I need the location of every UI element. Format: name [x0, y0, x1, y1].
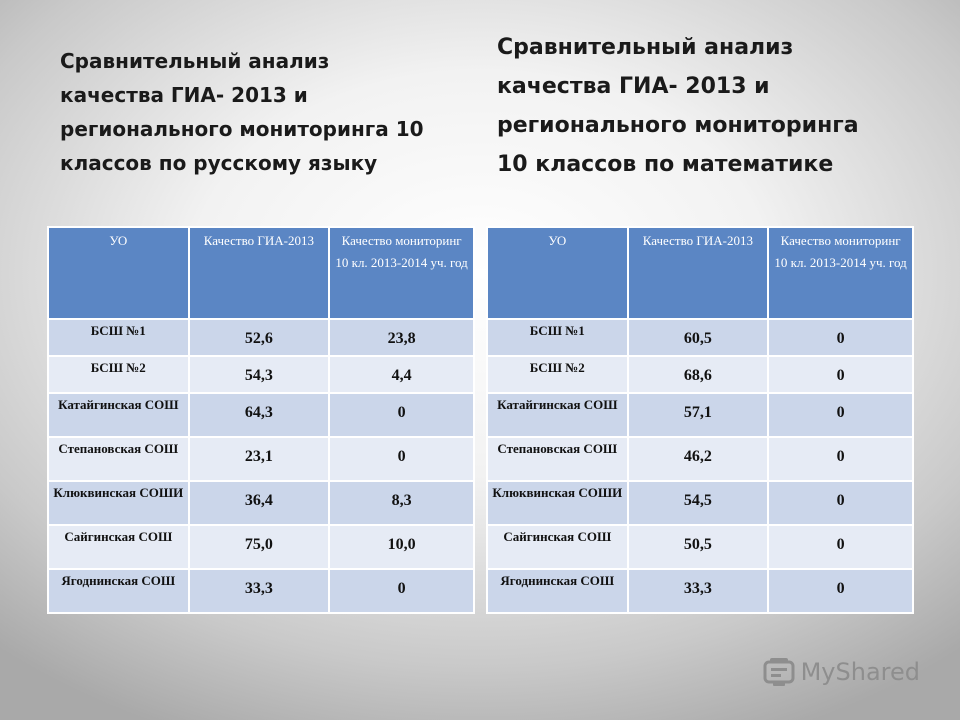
- table-row: Клюквинская СОШИ 36,4 8,3: [49, 482, 473, 524]
- table-mathematics: УО Качество ГИА-2013 Качество мониторинг…: [486, 226, 914, 614]
- school-name: Сайгинская СОШ: [49, 526, 188, 568]
- monitoring-value: 0: [330, 394, 473, 436]
- table-row: Катайгинская СОШ 57,1 0: [488, 394, 912, 436]
- table-row: Клюквинская СОШИ 54,5 0: [488, 482, 912, 524]
- gia-value: 46,2: [628, 438, 768, 480]
- monitoring-value: 4,4: [330, 357, 473, 392]
- school-name: Ягоднинская СОШ: [49, 570, 188, 612]
- header-uo: УО: [488, 228, 627, 318]
- table-row: Степановская СОШ 46,2 0: [488, 438, 912, 480]
- gia-value: 60,5: [628, 320, 768, 355]
- table-row: Ягоднинская СОШ 33,3 0: [49, 570, 473, 612]
- monitoring-value: 0: [769, 570, 912, 612]
- gia-value: 54,3: [189, 357, 329, 392]
- table-row: Ягоднинская СОШ 33,3 0: [488, 570, 912, 612]
- monitoring-value: 0: [769, 438, 912, 480]
- myshared-watermark: MyShared: [762, 655, 920, 689]
- monitoring-value: 0: [330, 438, 473, 480]
- monitoring-value: 10,0: [330, 526, 473, 568]
- school-name: Клюквинская СОШИ: [49, 482, 188, 524]
- gia-value: 57,1: [628, 394, 768, 436]
- monitoring-value: 0: [769, 482, 912, 524]
- header-gia-quality: Качество ГИА-2013: [628, 228, 768, 318]
- school-name: БСШ №1: [49, 320, 188, 355]
- school-name: Катайгинская СОШ: [49, 394, 188, 436]
- table-row: БСШ №1 52,6 23,8: [49, 320, 473, 355]
- school-name: Степановская СОШ: [488, 438, 627, 480]
- monitoring-value: 0: [769, 394, 912, 436]
- gia-value: 33,3: [189, 570, 329, 612]
- table-row: БСШ №2 54,3 4,4: [49, 357, 473, 392]
- mycard-logo-icon: [763, 658, 795, 686]
- table-row: БСШ №2 68,6 0: [488, 357, 912, 392]
- school-name: БСШ №2: [488, 357, 627, 392]
- gia-value: 64,3: [189, 394, 329, 436]
- table-row: Катайгинская СОШ 64,3 0: [49, 394, 473, 436]
- gia-value: 50,5: [628, 526, 768, 568]
- monitoring-value: 23,8: [330, 320, 473, 355]
- school-name: БСШ №2: [49, 357, 188, 392]
- school-name: Ягоднинская СОШ: [488, 570, 627, 612]
- title-russian-language: Сравнительный анализ качества ГИА- 2013 …: [60, 49, 424, 175]
- table-header-row: УО Качество ГИА-2013 Качество мониторинг…: [488, 228, 912, 318]
- table-row: Сайгинская СОШ 50,5 0: [488, 526, 912, 568]
- gia-value: 23,1: [189, 438, 329, 480]
- monitoring-value: 0: [330, 570, 473, 612]
- school-name: Сайгинская СОШ: [488, 526, 627, 568]
- header-uo: УО: [49, 228, 188, 318]
- school-name: Степановская СОШ: [49, 438, 188, 480]
- table-row: Степановская СОШ 23,1 0: [49, 438, 473, 480]
- gia-value: 52,6: [189, 320, 329, 355]
- title-mathematics: Сравнительный анализ качества ГИА- 2013 …: [497, 35, 859, 177]
- gia-value: 68,6: [628, 357, 768, 392]
- table-row: БСШ №1 60,5 0: [488, 320, 912, 355]
- header-monitoring-quality: Качество мониторинг 10 кл. 2013-2014 уч.…: [330, 228, 473, 318]
- gia-value: 33,3: [628, 570, 768, 612]
- school-name: Клюквинская СОШИ: [488, 482, 627, 524]
- table-row: Сайгинская СОШ 75,0 10,0: [49, 526, 473, 568]
- watermark-text: MyShared: [800, 658, 920, 686]
- monitoring-value: 0: [769, 320, 912, 355]
- monitoring-value: 0: [769, 526, 912, 568]
- gia-value: 75,0: [189, 526, 329, 568]
- school-name: БСШ №1: [488, 320, 627, 355]
- header-monitoring-quality: Качество мониторинг 10 кл. 2013-2014 уч.…: [769, 228, 912, 318]
- monitoring-value: 0: [769, 357, 912, 392]
- monitoring-value: 8,3: [330, 482, 473, 524]
- gia-value: 36,4: [189, 482, 329, 524]
- header-gia-quality: Качество ГИА-2013: [189, 228, 329, 318]
- table-header-row: УО Качество ГИА-2013 Качество мониторинг…: [49, 228, 473, 318]
- gia-value: 54,5: [628, 482, 768, 524]
- table-russian-language: УО Качество ГИА-2013 Качество мониторинг…: [47, 226, 475, 614]
- school-name: Катайгинская СОШ: [488, 394, 627, 436]
